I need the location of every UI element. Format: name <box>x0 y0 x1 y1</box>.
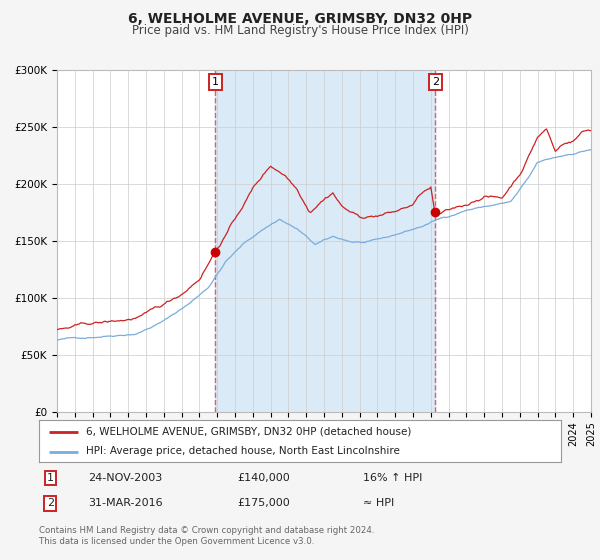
Text: 24-NOV-2003: 24-NOV-2003 <box>89 473 163 483</box>
Text: 31-MAR-2016: 31-MAR-2016 <box>89 498 163 508</box>
Text: 1: 1 <box>47 473 54 483</box>
Text: HPI: Average price, detached house, North East Lincolnshire: HPI: Average price, detached house, Nort… <box>86 446 400 456</box>
Text: Contains HM Land Registry data © Crown copyright and database right 2024.
This d: Contains HM Land Registry data © Crown c… <box>39 526 374 546</box>
Text: 2: 2 <box>431 77 439 87</box>
Text: £175,000: £175,000 <box>238 498 290 508</box>
Text: ≈ HPI: ≈ HPI <box>362 498 394 508</box>
Bar <box>215 70 435 412</box>
Text: £140,000: £140,000 <box>238 473 290 483</box>
Text: 2: 2 <box>47 498 54 508</box>
Text: 1: 1 <box>212 77 219 87</box>
Text: 16% ↑ HPI: 16% ↑ HPI <box>362 473 422 483</box>
Text: 6, WELHOLME AVENUE, GRIMSBY, DN32 0HP (detached house): 6, WELHOLME AVENUE, GRIMSBY, DN32 0HP (d… <box>86 427 412 437</box>
Text: 6, WELHOLME AVENUE, GRIMSBY, DN32 0HP: 6, WELHOLME AVENUE, GRIMSBY, DN32 0HP <box>128 12 472 26</box>
Text: Price paid vs. HM Land Registry's House Price Index (HPI): Price paid vs. HM Land Registry's House … <box>131 24 469 36</box>
